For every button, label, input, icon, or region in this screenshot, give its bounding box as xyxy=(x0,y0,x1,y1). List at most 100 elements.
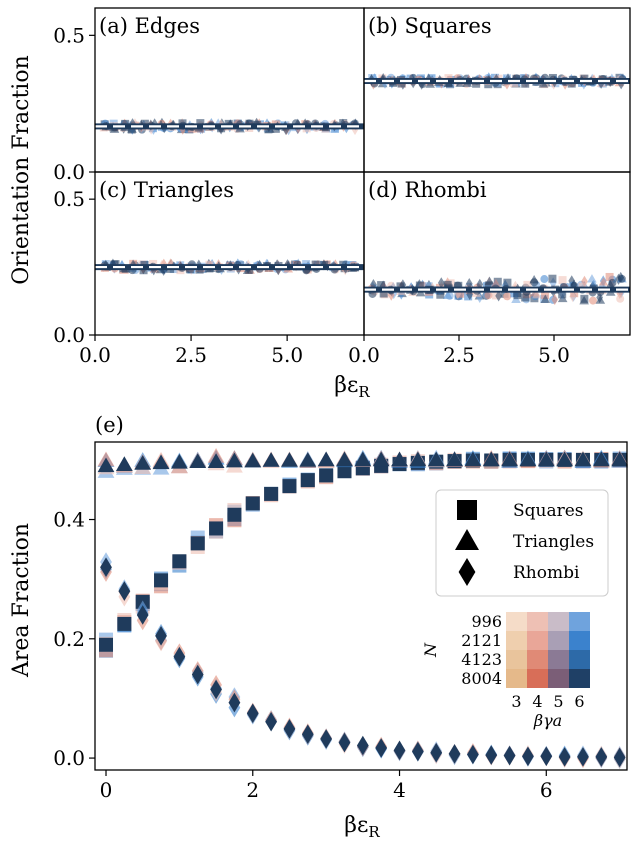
rhombi-point xyxy=(136,605,149,625)
triangles-point xyxy=(189,453,207,468)
rhombi-point xyxy=(558,747,571,767)
x-tick-label: 0.0 xyxy=(79,343,111,367)
panel-label-e: (e) xyxy=(95,413,124,437)
panel-frame xyxy=(94,441,628,771)
rhombi-point xyxy=(338,732,351,753)
panel-b: (b) Squares xyxy=(363,7,631,173)
orientation-point xyxy=(379,289,388,298)
x-tick-label: 5.0 xyxy=(271,343,303,367)
triangles-point xyxy=(152,454,170,470)
top-xlabel-sub: R xyxy=(358,383,370,401)
colorbar-row-label: 8004 xyxy=(461,669,502,688)
orientation-point xyxy=(484,291,493,300)
triangles-point xyxy=(134,455,152,470)
orientation-point xyxy=(532,289,542,299)
rhombi-point xyxy=(522,746,534,767)
panel-label: (b) Squares xyxy=(368,14,492,38)
orientation-point xyxy=(476,278,484,290)
x-tick-label: 2.5 xyxy=(443,343,475,367)
colorbar-col-label: 3 xyxy=(511,692,521,711)
bottom-xlabel: βεR xyxy=(344,813,380,841)
triangles-point xyxy=(281,452,298,467)
squares-point xyxy=(337,464,352,479)
rhombi-point xyxy=(173,646,186,667)
squares-point xyxy=(99,637,114,652)
orientation-point xyxy=(523,280,532,289)
rhombi-point xyxy=(228,692,241,713)
colorbar-cell xyxy=(527,631,548,650)
triangles-point xyxy=(574,451,592,467)
triangles-point xyxy=(446,451,463,467)
triangles-point xyxy=(519,451,537,467)
orientation-point xyxy=(387,289,395,301)
x-tick-label: 5.0 xyxy=(538,343,570,367)
orientation-point xyxy=(196,119,205,128)
squares-point xyxy=(154,573,169,588)
orientation-point xyxy=(443,280,452,289)
orientation-point xyxy=(616,294,625,303)
y-tick-label: 0.0 xyxy=(53,160,85,184)
series-triangles xyxy=(97,448,629,478)
colorbar-cell xyxy=(506,631,527,650)
squares-point xyxy=(319,468,334,483)
triangles-point xyxy=(244,452,262,468)
x-tick-label: 6 xyxy=(540,778,553,802)
y-tick-label: 0.4 xyxy=(53,508,85,532)
orientation-point xyxy=(605,280,616,289)
area-fraction-panel: (e) 0.0 0.2 0.4 0 2 4 6 Squares Triangles Rhombi 99… xyxy=(53,413,629,802)
panel-label: (c) Triangles xyxy=(99,178,234,202)
colorbar-cell xyxy=(506,669,527,688)
colorbar-col-label: 4 xyxy=(532,692,542,711)
colorbar-cell xyxy=(569,669,590,688)
rhombi-point xyxy=(577,747,589,767)
colorbar-cell xyxy=(527,650,548,669)
rhombi-point xyxy=(246,703,259,724)
orientation-point xyxy=(493,277,502,286)
orientation-point xyxy=(587,274,597,283)
colorbar-cell xyxy=(548,669,569,688)
rhombi-point xyxy=(613,747,626,768)
orientation-point xyxy=(491,278,501,288)
orientation-point xyxy=(445,291,454,300)
legend-label-squares: Squares xyxy=(513,501,584,521)
orientation-point xyxy=(503,278,512,287)
orientation-point xyxy=(540,294,551,303)
rhombi-point xyxy=(393,740,406,761)
y-tick-label: 0.0 xyxy=(53,323,85,347)
orientation-point xyxy=(454,281,463,290)
squares-point xyxy=(209,521,224,536)
triangles-point xyxy=(226,452,243,468)
triangles-point xyxy=(464,451,482,467)
triangles-point xyxy=(372,451,390,467)
triangles-point xyxy=(317,451,335,467)
squares-point xyxy=(117,616,132,631)
triangles-point xyxy=(482,451,500,467)
colorbar-cell xyxy=(548,650,569,669)
rhombi-point xyxy=(540,746,553,767)
rhombi-point xyxy=(411,741,424,762)
orientation-point xyxy=(588,296,597,305)
orientation-point xyxy=(484,281,493,290)
top-ylabel: Orientation Fraction xyxy=(9,55,34,285)
x-tick-label: 2.5 xyxy=(175,343,207,367)
colorbar-col-label: 5 xyxy=(553,692,563,711)
triangles-point xyxy=(299,452,317,467)
orientation-point xyxy=(465,277,473,290)
panel-label: (a) Edges xyxy=(99,14,200,38)
squares-point xyxy=(264,486,279,501)
orientation-point xyxy=(579,295,589,305)
rhombi-point xyxy=(155,626,167,646)
squares-point xyxy=(300,473,315,488)
orientation-point xyxy=(548,274,557,283)
rhombi-point xyxy=(356,735,369,756)
y-tick-label: 0.5 xyxy=(53,23,85,47)
panel-c: (c) Triangles 0.0 0.5 0.0 2.5 5.0 xyxy=(53,171,365,367)
rhombi-point xyxy=(265,711,277,732)
y-tick-label: 0.0 xyxy=(53,746,85,770)
rhombi-point xyxy=(430,742,443,763)
triangles-point xyxy=(592,451,610,467)
colorbar-cell xyxy=(527,612,548,631)
colorbar-cell xyxy=(569,612,590,631)
triangles-point xyxy=(336,451,353,467)
